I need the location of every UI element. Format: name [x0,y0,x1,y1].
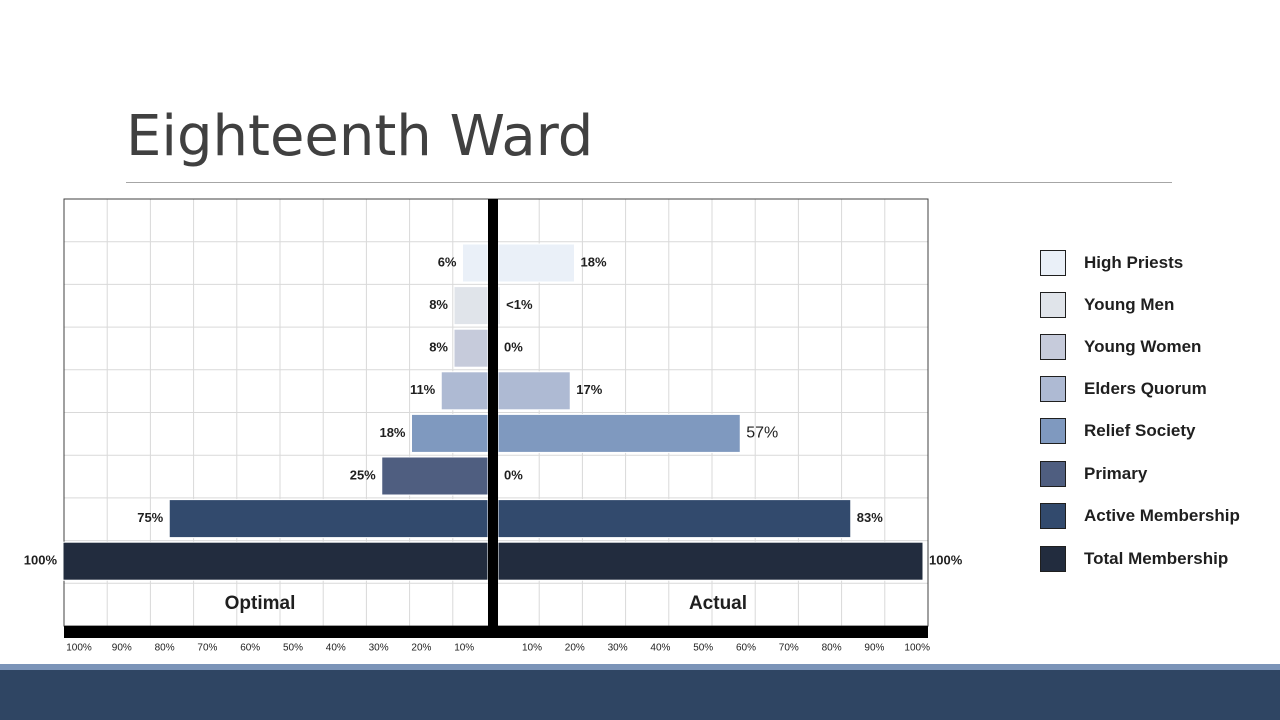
legend-item: Young Women [1040,332,1201,362]
legend-swatch [1040,546,1066,572]
legend-swatch [1040,292,1066,318]
x-tick-label-left: 10% [454,643,474,654]
legend-item: High Priests [1040,248,1183,278]
x-tick-label-left: 100% [66,643,92,654]
actual-bar-label: 0% [504,340,523,355]
actual-bar-label: 57% [746,425,778,442]
x-tick-label-left: 50% [283,643,303,654]
optimal-bar-label: 75% [137,510,163,525]
legend-item: Elders Quorum [1040,374,1207,404]
optimal-bar [62,541,489,581]
optimal-caption: Optimal [225,593,296,614]
optimal-bar [462,243,489,283]
actual-bar-label: <1% [506,297,533,312]
x-tick-label-right: 100% [904,643,930,654]
x-tick-label-right: 90% [864,643,884,654]
x-tick-label-left: 40% [326,643,346,654]
x-tick-label-right: 10% [522,643,542,654]
legend-swatch [1040,334,1066,360]
x-axis-bar [64,626,928,638]
footer-band [0,664,1280,720]
legend-label: Elders Quorum [1084,379,1207,398]
x-tick-label-right: 80% [822,643,842,654]
optimal-bar [453,328,489,368]
actual-bar [497,413,741,453]
legend-item: Young Men [1040,290,1174,320]
optimal-bar-label: 8% [429,340,448,355]
optimal-bar-label: 11% [410,382,436,397]
actual-bar [497,286,501,326]
legend-swatch [1040,418,1066,444]
legend-label: Young Men [1084,295,1175,314]
optimal-bar [168,499,489,539]
optimal-bar [453,286,489,326]
actual-bar [497,541,924,581]
x-tick-label-left: 60% [240,643,260,654]
slide-title: Eighteenth Ward [126,104,594,169]
x-tick-label-left: 80% [155,643,175,654]
x-tick-label-left: 30% [369,643,389,654]
optimal-bar [411,413,489,453]
center-axis [488,199,498,626]
legend-swatch [1040,503,1066,529]
x-tick-label-left: 70% [197,643,217,654]
legend-item: Total Membership [1040,544,1228,574]
x-tick-label-right: 30% [608,643,628,654]
legend-swatch [1040,376,1066,402]
legend-item: Primary [1040,459,1147,489]
optimal-bar-label: 6% [438,254,457,269]
legend-item: Active Membership [1040,501,1240,531]
actual-caption: Actual [689,593,747,614]
actual-bar-label: 83% [857,510,883,525]
actual-bar [497,371,571,411]
actual-bar-label: 0% [504,467,523,482]
optimal-bar-label: 25% [350,467,376,482]
optimal-bar-label: 18% [379,425,405,440]
legend-label: Active Membership [1084,506,1240,525]
actual-bar [497,499,852,539]
actual-bar-label: 18% [581,254,607,269]
legend-label: Primary [1084,464,1148,483]
x-tick-label-right: 40% [650,643,670,654]
legend-label: Young Women [1084,337,1202,356]
optimal-bar [381,456,489,496]
x-tick-label-right: 60% [736,643,756,654]
optimal-bar [440,371,489,411]
x-tick-label-left: 20% [411,643,431,654]
legend-item: Relief Society [1040,416,1196,446]
x-tick-label-right: 20% [565,643,585,654]
actual-bar [497,243,575,283]
title-divider [126,182,1172,183]
x-tick-label-right: 70% [779,643,799,654]
x-tick-label-right: 50% [693,643,713,654]
actual-bar-label: 100% [929,553,963,568]
optimal-bar-label: 8% [429,297,448,312]
legend-label: High Priests [1084,253,1184,272]
legend-swatch [1040,250,1066,276]
legend-swatch [1040,461,1066,487]
actual-bar-label: 17% [576,382,602,397]
optimal-bar-label: 100% [24,553,58,568]
legend-label: Relief Society [1084,421,1196,440]
x-tick-label-left: 90% [112,643,132,654]
legend-label: Total Membership [1084,549,1229,568]
